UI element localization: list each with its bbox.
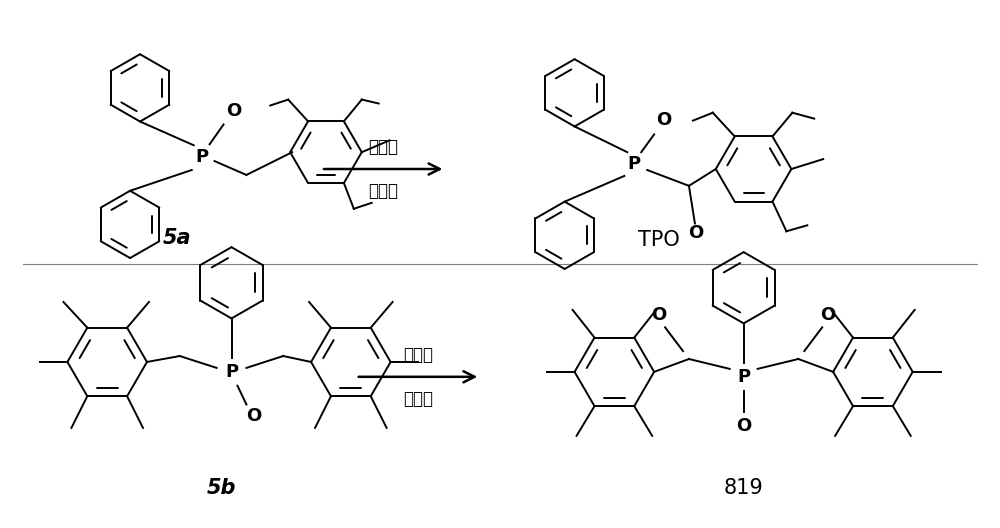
- Text: P: P: [628, 155, 641, 173]
- Text: 氧化劑: 氧化劑: [403, 346, 433, 364]
- Text: P: P: [195, 148, 208, 166]
- Text: O: O: [651, 306, 667, 324]
- Text: O: O: [821, 306, 836, 324]
- Text: 5a: 5a: [162, 228, 191, 248]
- Text: 5b: 5b: [207, 478, 236, 497]
- Text: O: O: [736, 417, 751, 435]
- Text: 催化劑: 催化劑: [368, 182, 398, 200]
- Text: 催化劑: 催化劑: [403, 390, 433, 408]
- Text: O: O: [226, 101, 241, 120]
- Text: 819: 819: [724, 478, 764, 497]
- Text: P: P: [737, 368, 750, 386]
- Text: 氧化劑: 氧化劑: [368, 138, 398, 156]
- Text: O: O: [656, 110, 672, 128]
- Text: P: P: [225, 363, 238, 381]
- Text: O: O: [246, 408, 261, 426]
- Text: O: O: [688, 224, 704, 242]
- Text: TPO: TPO: [638, 230, 680, 250]
